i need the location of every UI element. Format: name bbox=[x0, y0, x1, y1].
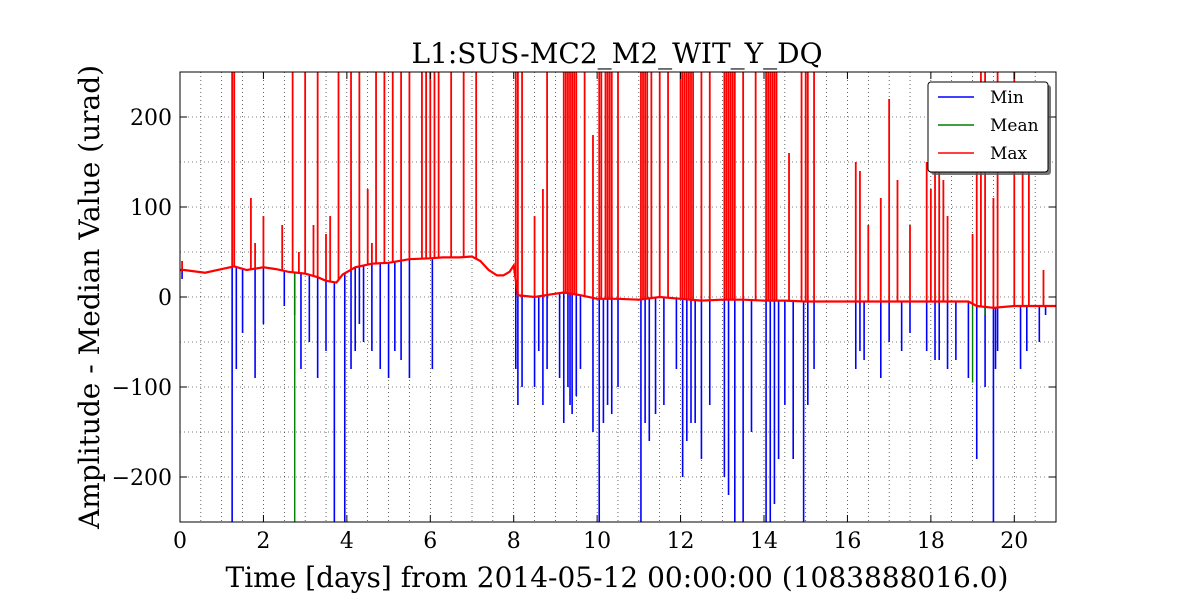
x-tick-label: 16 bbox=[833, 529, 861, 554]
x-tick-label: 8 bbox=[507, 529, 521, 554]
x-tick-label: 4 bbox=[340, 529, 354, 554]
chart-title: L1:SUS-MC2_M2_WIT_Y_DQ bbox=[411, 37, 822, 70]
x-tick-label: 0 bbox=[173, 529, 187, 554]
y-axis-label: Amplitude - Median Value (urad) bbox=[73, 65, 106, 530]
y-tick-label: −100 bbox=[112, 376, 172, 401]
legend-label-mean: Mean bbox=[990, 116, 1039, 136]
x-axis-label: Time [days] from 2014-05-12 00:00:00 (10… bbox=[226, 561, 1009, 594]
y-tick-label: 100 bbox=[130, 196, 172, 221]
legend: Min Mean Max bbox=[927, 81, 1051, 175]
x-tick-label: 10 bbox=[583, 529, 611, 554]
x-tick-label: 2 bbox=[256, 529, 270, 554]
y-tick-label: 200 bbox=[130, 106, 172, 131]
max-baseline-line bbox=[180, 255, 1056, 309]
x-tick-label: 18 bbox=[917, 529, 945, 554]
y-tick-label: 0 bbox=[158, 286, 172, 311]
x-tick-label: 14 bbox=[750, 529, 778, 554]
legend-box bbox=[927, 81, 1049, 173]
ticks: 0 2 4 6 8 10 12 14 16 18 20 −200 −100 0 100 200 bbox=[112, 72, 1056, 554]
legend-label-max: Max bbox=[990, 144, 1028, 164]
legend-label-min: Min bbox=[990, 88, 1024, 108]
x-tick-label: 6 bbox=[423, 529, 437, 554]
x-tick-label: 12 bbox=[667, 529, 695, 554]
y-tick-label: −200 bbox=[112, 466, 172, 491]
x-tick-label: 20 bbox=[1000, 529, 1028, 554]
